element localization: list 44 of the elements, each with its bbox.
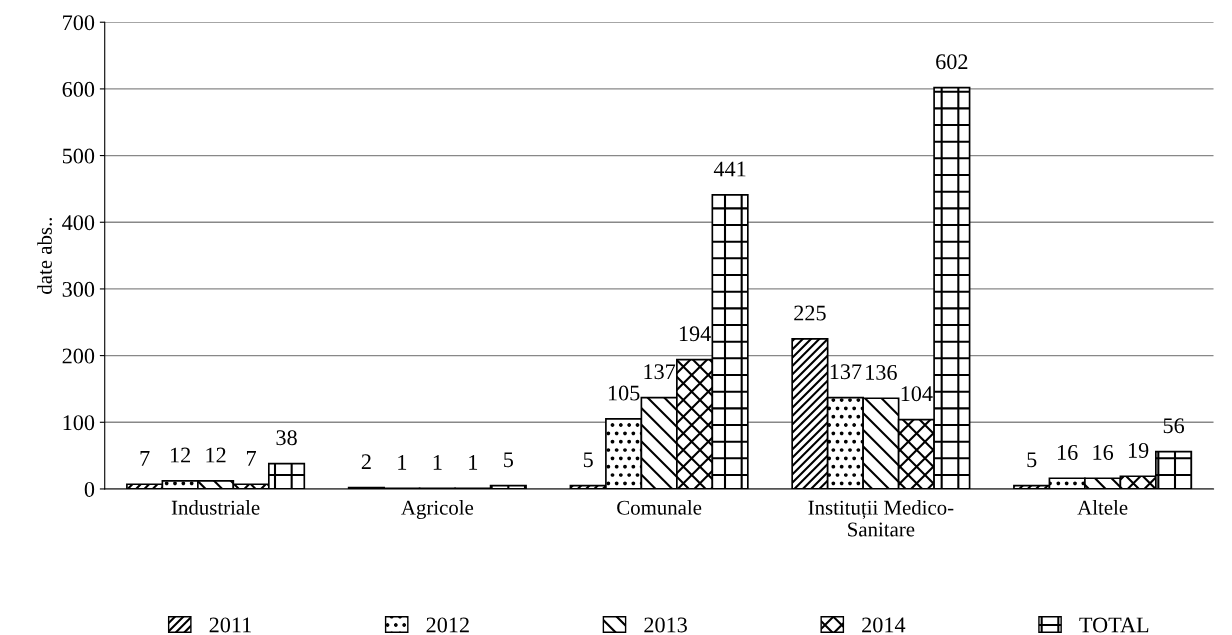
legend-label: 2012 [426, 617, 469, 633]
data-label: 5 [583, 452, 593, 468]
y-tick-label: 400 [62, 215, 95, 231]
data-label: 194 [679, 326, 711, 342]
data-label: 105 [608, 385, 640, 401]
data-label: 16 [1093, 444, 1114, 460]
data-label: 1 [433, 454, 442, 470]
data-label: 7 [246, 451, 256, 466]
data-label: 1 [469, 454, 478, 470]
y-tick-label: 700 [63, 15, 95, 31]
data-label: 19 [1128, 442, 1149, 458]
y-axis-title: date abs.. [37, 217, 52, 294]
data-label: 136 [866, 364, 897, 380]
data-label: 7 [140, 451, 150, 466]
x-tick-label: Agricole [401, 500, 474, 520]
y-tick-label: 0 [84, 481, 95, 497]
x-tick-label: Instituții Medico- Sanitare [808, 500, 954, 537]
y-tick-label: 600 [62, 81, 95, 97]
data-label: 602 [936, 54, 968, 70]
x-tick-label: Industriale [171, 500, 260, 515]
data-label: 137 [830, 364, 862, 380]
legend-label: 2014 [862, 617, 906, 633]
legend-label: 2013 [644, 617, 687, 633]
x-tick-label: Altele [1077, 500, 1128, 515]
data-label: 12 [170, 447, 190, 463]
data-label: 137 [644, 364, 676, 380]
y-tick-label: 500 [62, 148, 95, 164]
data-label: 38 [276, 430, 297, 446]
data-label: 16 [1058, 444, 1078, 460]
data-label: 5 [504, 452, 514, 468]
legend-label: 2011 [209, 617, 251, 633]
data-label: 225 [794, 305, 826, 321]
data-label: 12 [206, 447, 226, 463]
y-tick-label: 100 [63, 415, 95, 431]
data-label: 1 [398, 454, 407, 470]
data-label: 441 [713, 161, 746, 177]
data-label: 56 [1163, 418, 1185, 434]
y-tick-label: 300 [62, 281, 95, 297]
y-tick-label: 200 [62, 348, 95, 364]
x-tick-label: Comunale [617, 500, 702, 515]
legend-label: TOTAL [1079, 617, 1149, 633]
data-label: 5 [1027, 452, 1037, 468]
data-label: 104 [901, 386, 933, 402]
data-label: 2 [361, 454, 371, 469]
